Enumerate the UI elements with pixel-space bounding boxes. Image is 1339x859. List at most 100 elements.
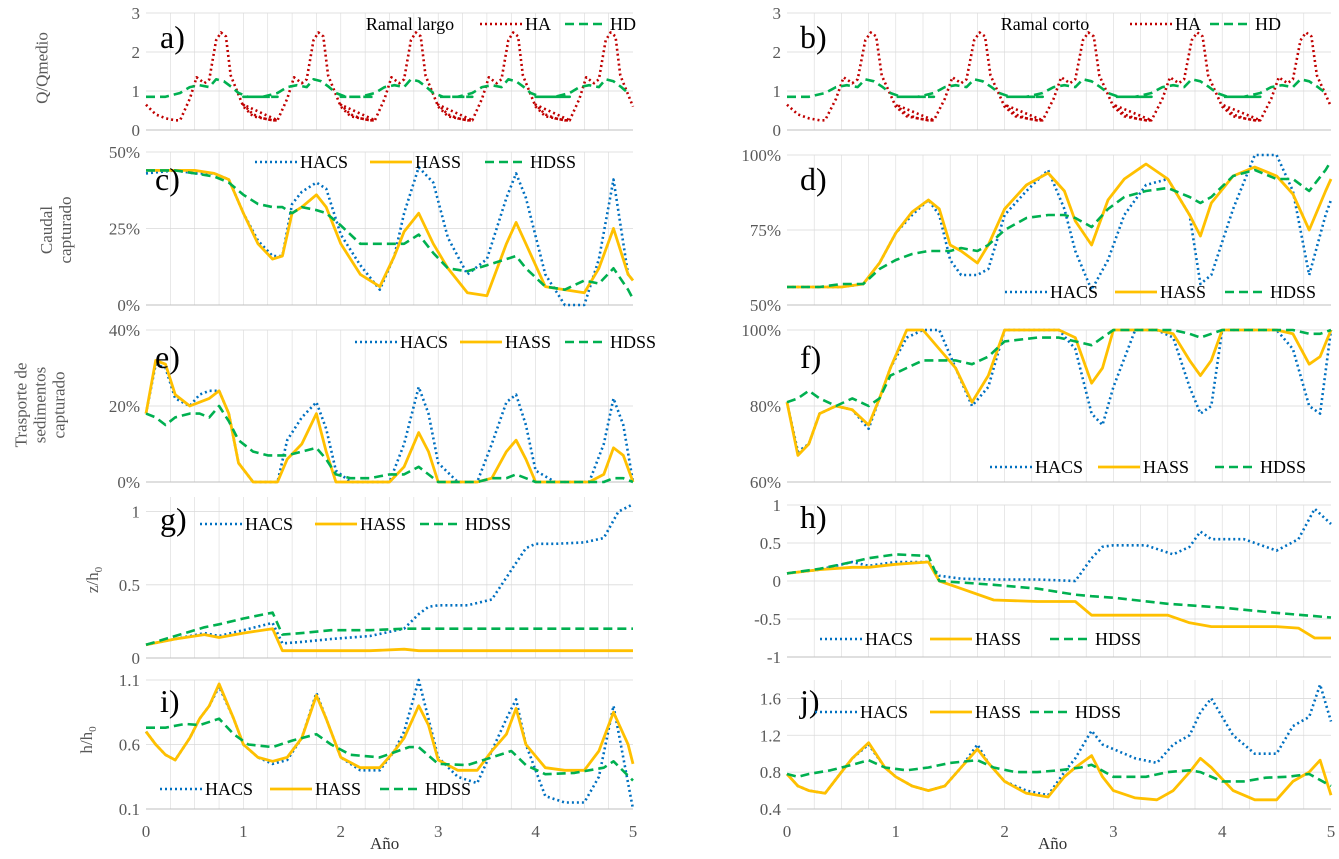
y-tick-label: -0.5 [754, 610, 781, 629]
series-hass-line [146, 169, 635, 298]
y-tick-label: 2 [132, 43, 141, 62]
y-tick-label: 1 [773, 82, 782, 101]
xlabel-right: Año [1038, 834, 1068, 853]
y-tick-label: 50% [750, 296, 781, 315]
series-hd-line [146, 78, 629, 99]
panel-title: Ramal largo [366, 14, 454, 34]
series-ha-line [786, 31, 1333, 122]
xlabel-left: Año [370, 834, 400, 853]
legend-label-hass: HASS [975, 702, 1021, 722]
legend-label-hdss: HDSS [1095, 629, 1141, 649]
series-hdss-line [786, 328, 1332, 408]
y-tick-label: 1 [773, 496, 782, 515]
legend-label-hass: HASS [1160, 282, 1206, 302]
y-tick-label: 1 [132, 82, 141, 101]
panel-label: g) [160, 501, 187, 537]
series-hass-line [144, 682, 635, 772]
series-hd-line [787, 78, 1327, 99]
panel-label: b) [800, 19, 827, 55]
legend-label-hacs: HACS [400, 332, 448, 352]
series-hass-line [785, 741, 1333, 802]
panel-e: 0% 20% 40% e) HACS HASS HDSS [109, 321, 656, 492]
series-hass-line [145, 627, 633, 653]
x-tick-label: 4 [531, 822, 540, 841]
y-tick-label: 1 [132, 503, 141, 522]
y-tick-label: 1.2 [760, 726, 781, 745]
y-tick-label: 0 [773, 572, 782, 591]
legend-label-hdss: HDSS [1270, 282, 1316, 302]
legend-label-hass: HASS [505, 332, 551, 352]
series-ha-line [145, 31, 635, 122]
panel-label: e) [155, 339, 180, 375]
y-tick-label: 40% [109, 321, 140, 340]
legend-label-hass: HASS [315, 779, 361, 799]
y-tick-label: 50% [109, 143, 140, 162]
y-tick-label: 1.1 [119, 671, 140, 690]
ylabel-h: h/h0 [76, 726, 100, 754]
panel-label: f) [800, 339, 821, 375]
legend-label-hdss: HDSS [1260, 457, 1306, 477]
series-hass-line [786, 560, 1331, 640]
legend-label-hdss: HDSS [610, 332, 656, 352]
legend-label-hass: HASS [1143, 457, 1189, 477]
y-tick-label: 1.6 [760, 689, 781, 708]
legend-label-hacs: HACS [860, 702, 908, 722]
y-tick-label: -1 [767, 648, 781, 667]
series-hdss-line [786, 553, 1332, 619]
legend-label-hd: HD [610, 14, 636, 34]
y-tick-label: 0.4 [760, 800, 782, 819]
legend-label-hdss: HDSS [530, 152, 576, 172]
panel-d: 50% 75% 100% d) HACS HASS HDSS [741, 146, 1333, 315]
x-tick-label: 5 [629, 822, 638, 841]
y-tick-label: 0% [117, 296, 140, 315]
x-tick-label: 3 [434, 822, 443, 841]
legend-label-ha: HA [1175, 14, 1201, 34]
legend-label-hass: HASS [415, 152, 461, 172]
series-hacs-line [786, 507, 1332, 583]
y-tick-label: 0% [117, 473, 140, 492]
panel-label: a) [160, 19, 185, 55]
panel-h: -1 -0.5 0 0.5 1 h) HACS HASS HDSS [754, 496, 1332, 667]
ylabel-q: Q/Qmedio [32, 32, 52, 104]
legend-label-hacs: HACS [1050, 282, 1098, 302]
panel-label: i) [160, 683, 180, 719]
legend-label-hacs: HACS [205, 779, 253, 799]
panel-label: h) [800, 499, 827, 535]
legend-label-hacs: HACS [1035, 457, 1083, 477]
y-tick-label: 20% [109, 397, 140, 416]
legend-label-hdss: HDSS [425, 779, 471, 799]
series-hdss-line [145, 404, 634, 484]
series-hdss-line [146, 169, 635, 300]
panel-c: 0% 25% 50% c) HACS HASS HDSS [109, 143, 635, 315]
series-hdss-line [787, 160, 1333, 289]
y-tick-label: 3 [132, 4, 141, 23]
panel-label: c) [155, 161, 180, 197]
x-tick-label: 1 [239, 822, 248, 841]
series-hdss-line [145, 611, 633, 647]
x-tick-label: 3 [1109, 822, 1118, 841]
x-tick-label: 5 [1327, 822, 1336, 841]
legend-label-hass: HASS [360, 514, 406, 534]
ylabel-sedimentos: Trasporte de sedimentos capturado [11, 362, 69, 448]
panel-b: 0 1 2 3 b) Ramal corto HA HD [773, 4, 1333, 140]
x-tick-label: 4 [1218, 822, 1227, 841]
y-tick-label: 0 [132, 649, 141, 668]
y-tick-label: 80% [750, 397, 781, 416]
legend-label-ha: HA [525, 14, 551, 34]
ylabel-caudal: Caudal capturado [37, 196, 75, 264]
series-hass-line [787, 162, 1333, 289]
panel-title: Ramal corto [1001, 14, 1089, 34]
x-tick-label: 1 [892, 822, 901, 841]
y-tick-label: 2 [773, 43, 782, 62]
legend-label-hdss: HDSS [465, 514, 511, 534]
x-tick-label: 2 [1000, 822, 1009, 841]
panel-i: 0.1 0.6 1.1 0 1 2 3 4 5 i) HACS HASS HDSS [119, 671, 638, 841]
y-tick-label: 100% [741, 321, 781, 340]
y-tick-label: 3 [773, 4, 782, 23]
x-tick-label: 2 [337, 822, 346, 841]
panel-a: 0 1 2 3 a) Ramal largo HA HD [132, 4, 637, 140]
legend-label-hacs: HACS [865, 629, 913, 649]
legend-label-hacs: HACS [245, 514, 293, 534]
y-tick-label: 0 [773, 121, 782, 140]
